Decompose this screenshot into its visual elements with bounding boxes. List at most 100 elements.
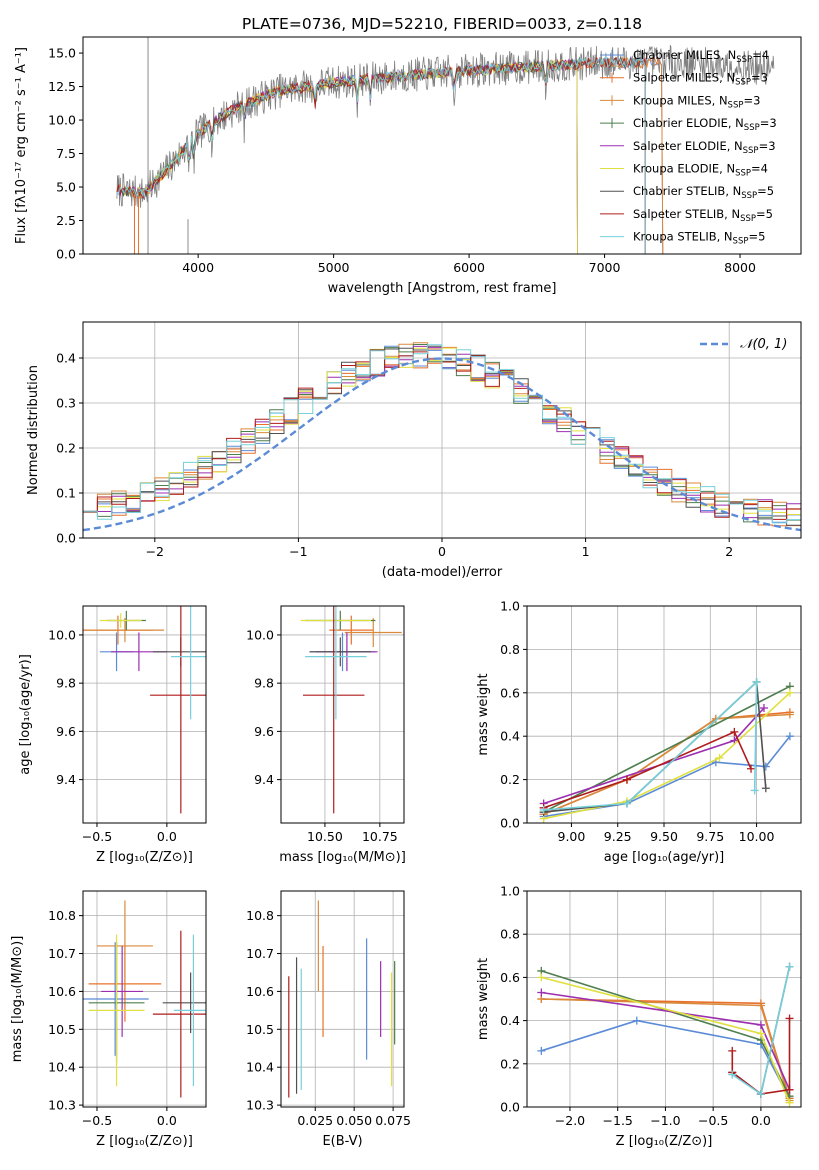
y-tick-label: 10.8 [48, 908, 76, 923]
y-tick-label: 10.0 [48, 627, 76, 642]
y-tick-label: 0.0 [500, 816, 520, 831]
x-tick-label: 9.25 [604, 829, 632, 844]
point-marker [785, 962, 794, 971]
x-tick-label: −1 [289, 544, 307, 559]
errorbar-point-9 [305, 606, 367, 720]
x-tick-label: 10.00 [739, 829, 775, 844]
errorbar-point-6 [88, 934, 145, 1087]
y-tick-label: 9.8 [254, 676, 274, 691]
x-tick-label: −2 [146, 544, 164, 559]
y-tick-label: 1.0 [500, 599, 520, 614]
weight-series-8 [539, 727, 756, 812]
y-tick-label: 10.7 [246, 946, 274, 961]
axes-frame [82, 605, 207, 824]
point-marker [728, 1046, 737, 1055]
legend-label: Chabrier ELODIE, NSSP=3 [633, 116, 777, 133]
y-tick-label: 0.0 [56, 247, 76, 262]
x-tick-label: −2.0 [555, 1113, 585, 1128]
y-tick-label: 0.8 [500, 927, 520, 942]
y-tick-label: 15.0 [48, 46, 76, 61]
y-tick-label: 9.6 [56, 724, 76, 739]
y-tick-label: 10.5 [48, 1022, 76, 1037]
y-tick-label: 10.4 [246, 1060, 274, 1075]
figure-title: PLATE=0736, MJD=52210, FIBERID=0033, z=0… [242, 15, 642, 33]
y-tick-label: 0.2 [56, 441, 76, 456]
axes-frame [82, 890, 207, 1108]
errorbar-point-7 [309, 637, 372, 667]
y-tick-label: 9.8 [56, 676, 76, 691]
y-tick-label: 9.6 [254, 724, 274, 739]
x-axis-label: E(B-V) [322, 1134, 362, 1149]
y-tick-label: 10.0 [246, 627, 274, 642]
y-tick-label: 9.4 [254, 772, 274, 787]
x-axis-label: Z [log₁₀(Z/Z⊙)] [96, 850, 193, 865]
y-axis-label: Normed distribution [26, 365, 41, 495]
series-line [543, 685, 791, 813]
x-tick-label: 0.075 [375, 1113, 411, 1128]
series-line [543, 692, 791, 820]
legend-label: 𝒩(0, 1) [740, 337, 787, 352]
panel-weight-vs-metallicity: −2.0 −1.5 −1.0 −0.5 0.0 0.0 0.2 0.4 0.6 0.8 1.0 Z [… [476, 884, 802, 1149]
y-tick-label: 0.4 [56, 351, 76, 366]
series-line [541, 1019, 791, 1099]
y-tick-label: 0.6 [500, 970, 520, 985]
point-marker [730, 727, 739, 736]
x-tick-label: 10.75 [362, 829, 398, 844]
errorbar-point-3 [96, 900, 153, 992]
x-tick-label: 6000 [453, 260, 485, 275]
point-marker [537, 1046, 546, 1055]
x-axis-label: wavelength [Angstrom, rest frame] [328, 281, 557, 296]
y-tick-label: 10.3 [48, 1098, 76, 1113]
spectrum-legend: Chabrier MILES, NSSP=4 Salpeter MILES, NS… [600, 48, 777, 247]
series-line [543, 730, 752, 809]
point-marker [537, 988, 546, 997]
errorbar-point-7 [162, 972, 206, 1034]
y-tick-label: 0.2 [500, 772, 520, 787]
x-tick-label: 9.75 [696, 829, 724, 844]
panel-age-vs-metallicity: −0.5 0.0 9.4 9.6 9.8 10.0 Z [log₁₀(Z/Z⊙)] age [… [18, 605, 207, 865]
y-axis-label: mass [log₁₀(M/M⊙)] [10, 936, 25, 1063]
axes-frame [82, 36, 802, 255]
point-marker [750, 786, 759, 795]
x-axis-label: Z [log₁₀(Z/Z⊙)] [96, 1134, 193, 1149]
legend-label: Kroupa MILES, NSSP=3 [633, 93, 760, 110]
errorbar-point-1 [83, 942, 149, 1056]
panel-mass-vs-ebv: 0.025 0.050 0.075 10.3 10.4 10.5 10.6 10.7 10.8 E… [246, 890, 411, 1149]
y-tick-label: 5.0 [56, 180, 76, 195]
y-tick-label: 0.1 [56, 486, 76, 501]
plot-area [83, 342, 801, 532]
y-tick-label: 1.0 [500, 884, 520, 899]
x-tick-label: −1.0 [650, 1113, 680, 1128]
x-tick-label: 9.00 [558, 829, 586, 844]
plot-area [116, 37, 775, 254]
y-axis-label: mass weight [476, 673, 491, 755]
plot-area [83, 900, 206, 1098]
axes-frame [280, 890, 405, 1108]
x-tick-label: 0 [438, 544, 446, 559]
weight-series-9 [728, 962, 794, 1099]
plot-area [83, 606, 206, 814]
errorbar-point-8 [152, 930, 206, 1098]
errorbar-point-5 [101, 945, 144, 1037]
panel-residuals: −2 −1 0 1 2 0.0 0.1 0.2 0.3 0.4 (data-model)/error… [26, 321, 802, 580]
y-tick-label: 9.4 [56, 772, 76, 787]
point-marker [785, 1014, 794, 1023]
y-tick-label: 10.7 [48, 946, 76, 961]
y-tick-label: 2.5 [56, 213, 76, 228]
panel-weight-vs-age: 9.00 9.25 9.50 9.75 10.00 0.0 0.2 0.4 0.6 0.8 1.0 a… [476, 599, 802, 865]
legend-label: Kroupa STELIB, NSSP=5 [633, 230, 765, 247]
series-line [543, 713, 790, 816]
y-tick-label: 0.8 [500, 642, 520, 657]
model-spectrum-8 [116, 56, 646, 254]
y-tick-label: 7.5 [56, 146, 76, 161]
x-tick-label: 1 [582, 544, 590, 559]
point-marker [747, 764, 756, 773]
point-marker [756, 1090, 765, 1099]
x-tick-label: −1.5 [603, 1113, 633, 1128]
errorbar-point-9 [173, 934, 206, 1087]
y-tick-label: 0.0 [56, 531, 76, 546]
point-marker [785, 1098, 794, 1107]
point-marker [785, 688, 794, 697]
x-tick-label: 0.050 [336, 1113, 372, 1128]
y-tick-label: 0.4 [500, 729, 520, 744]
